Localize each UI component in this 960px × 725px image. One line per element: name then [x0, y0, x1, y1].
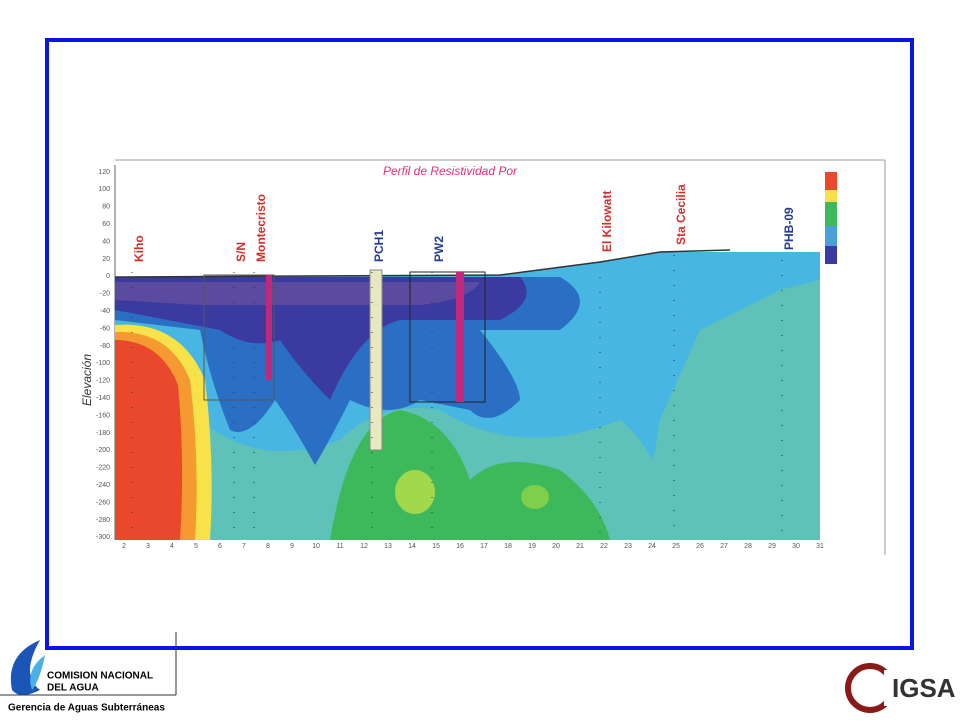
y-tick-label: 100: [98, 186, 110, 193]
contour-dark-blue: [115, 277, 527, 400]
contour-lime: [395, 470, 435, 514]
x-tick-label: 21: [576, 543, 584, 550]
x-tick-label: 13: [384, 543, 392, 550]
x-tick-label: 23: [624, 543, 632, 550]
y-tick-label: -40: [100, 308, 110, 315]
x-tick-label: 3: [146, 543, 150, 550]
conagua-logo: COMISION NACIONAL DEL AGUA Gerencia de A…: [0, 632, 177, 714]
borehole-column: [266, 275, 272, 380]
x-tick-label: 10: [312, 543, 320, 550]
profile-image: Perfil de Resistividad Por Elevación: [75, 158, 910, 558]
x-tick-label: 14: [408, 543, 416, 550]
borehole-column: [456, 272, 464, 402]
y-tick-label: -180: [96, 430, 110, 437]
contour-red: [115, 340, 183, 540]
contour-purple: [115, 282, 480, 305]
profile-title: Perfil de Resistividad Por: [383, 164, 518, 178]
borehole-grid: [409, 271, 486, 403]
logo-text: IGSA: [892, 673, 956, 703]
x-tick-label: 11: [336, 543, 343, 550]
legend-bar: [825, 172, 837, 190]
x-tick-label: 22: [600, 543, 608, 550]
borehole-grid: [203, 274, 275, 401]
well-label: Kiho: [132, 235, 146, 262]
logo-swirl: [10, 640, 40, 695]
y-tick-label: -280: [96, 517, 110, 524]
y-tick-label: -100: [96, 360, 110, 367]
logo-swirl: [30, 655, 45, 690]
x-tick-label: 18: [504, 543, 512, 550]
org-line: DEL AGUA: [47, 683, 99, 694]
x-tick-label: 19: [528, 543, 536, 550]
y-axis-label: Elevación: [80, 354, 94, 406]
x-tick-label: 26: [696, 543, 704, 550]
y-tick-label: -20: [100, 291, 110, 298]
y-tick-label: -60: [100, 325, 110, 332]
x-tick-label: 16: [456, 543, 464, 550]
y-tick-label: -80: [100, 343, 110, 350]
x-tick-label: 24: [648, 543, 656, 550]
x-tick-label: 8: [266, 543, 270, 550]
x-tick-label: 29: [768, 543, 776, 550]
x-tick-label: 15: [432, 543, 440, 550]
legend-bar: [825, 202, 837, 226]
well-label: PW2: [432, 236, 446, 262]
y-tick-label: -260: [96, 499, 110, 506]
x-tick-label: 12: [360, 543, 368, 550]
x-tick-label: 4: [170, 543, 174, 550]
y-tick-label: -140: [96, 395, 110, 402]
y-tick-label: 80: [102, 204, 110, 211]
well-label: PHB-09: [782, 207, 796, 250]
contour-lime: [521, 485, 549, 509]
well-label: PCH1: [372, 230, 386, 262]
well-label: El Kilowatt: [600, 191, 614, 252]
legend-bar: [825, 246, 837, 264]
y-tick-label: -200: [96, 447, 110, 454]
contour-teal: [640, 280, 820, 540]
y-tick-label: -300: [96, 534, 110, 541]
x-tick-label: 2: [122, 543, 126, 550]
x-tick-label: 31: [816, 543, 824, 550]
department: Gerencia de Aguas Subterráneas: [8, 703, 165, 714]
well-label: S/N: [234, 242, 248, 262]
y-tick-label: -240: [96, 482, 110, 489]
y-tick-label: 40: [102, 238, 110, 245]
x-tick-label: 6: [218, 543, 222, 550]
logo-cut: [884, 670, 896, 706]
y-tick-label: -120: [96, 378, 110, 385]
x-tick-label: 5: [194, 543, 198, 550]
x-tick-label: 7: [242, 543, 246, 550]
borehole-log: [369, 269, 383, 451]
x-tick-label: 27: [720, 543, 728, 550]
x-tick-label: 30: [792, 543, 800, 550]
x-tick-label: 28: [744, 543, 752, 550]
x-tick-label: 25: [672, 543, 680, 550]
y-tick-label: 60: [102, 221, 110, 228]
legend-bar: [825, 190, 837, 202]
x-tick-label: 17: [480, 543, 488, 550]
y-tick-label: -160: [96, 412, 110, 419]
y-tick-label: 120: [98, 169, 110, 176]
y-tick-label: -220: [96, 465, 110, 472]
y-tick-label: 0: [106, 273, 110, 280]
well-label: Montecristo: [254, 194, 268, 262]
org-line: COMISION NACIONAL: [47, 671, 153, 682]
x-tick-label: 9: [290, 543, 294, 550]
well-label: Sta Cecilia: [674, 184, 688, 245]
y-tick-label: 20: [102, 256, 110, 263]
slide-frame: [45, 38, 914, 650]
igsa-logo: IGSA: [845, 663, 956, 713]
x-tick-label: 20: [552, 543, 560, 550]
